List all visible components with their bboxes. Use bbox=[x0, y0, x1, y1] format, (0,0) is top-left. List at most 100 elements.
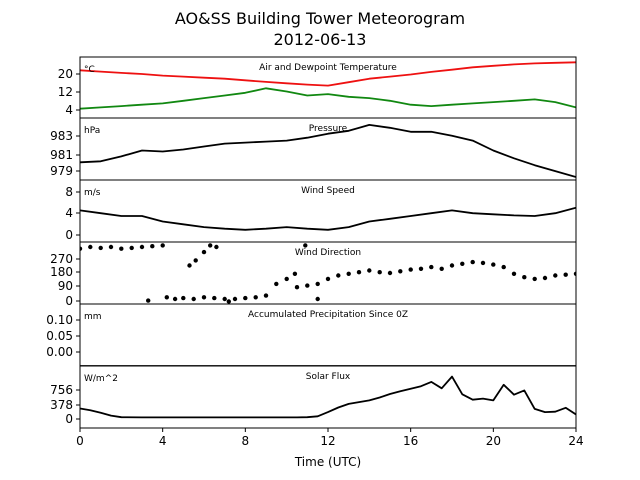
panel-2: 979 981 983 Pressure hPa bbox=[50, 117, 577, 181]
y-tick-label: 983 bbox=[50, 129, 73, 143]
wind-direction-point bbox=[150, 244, 155, 249]
wind-direction-point bbox=[542, 275, 548, 281]
wind-direction-point bbox=[305, 283, 310, 288]
y-tick-label: 0 bbox=[65, 294, 73, 308]
wind-direction-point bbox=[214, 244, 219, 250]
y-tick-label: 979 bbox=[50, 164, 73, 178]
wind-direction-point bbox=[553, 273, 558, 278]
wind-direction-point bbox=[292, 271, 298, 276]
wind-direction-point bbox=[193, 258, 198, 263]
panel-title: Solar Flux bbox=[306, 372, 351, 382]
wind-direction-point bbox=[284, 276, 289, 282]
y-tick-label: 90 bbox=[58, 279, 73, 293]
series-air-line bbox=[80, 61, 576, 87]
wind-direction-point bbox=[160, 243, 165, 248]
panel-title: Air and Dewpoint Temperature bbox=[259, 63, 397, 73]
y-tick-label: 4 bbox=[65, 103, 73, 117]
x-tick-label: 8 bbox=[242, 434, 250, 448]
wind-direction-point bbox=[325, 276, 331, 282]
panel-3: 0 4 8 Wind Speed m/s bbox=[65, 179, 577, 243]
x-axis: 0 4 8 12 16 20 24 bbox=[76, 428, 584, 448]
x-tick-label: 4 bbox=[159, 434, 167, 448]
wind-direction-point bbox=[408, 267, 413, 272]
y-tick-label: 756 bbox=[50, 383, 73, 397]
series-wind_dir bbox=[80, 243, 576, 304]
wind-direction-point bbox=[263, 293, 269, 298]
y-tick-label: 0 bbox=[65, 412, 73, 426]
wind-direction-point bbox=[119, 246, 124, 251]
x-tick-label: 24 bbox=[568, 434, 583, 448]
panel-unit-label: hPa bbox=[84, 126, 100, 136]
wind-direction-point bbox=[522, 275, 527, 280]
panel-title: Wind Speed bbox=[301, 186, 355, 196]
wind-direction-point bbox=[172, 296, 178, 302]
wind-direction-point bbox=[201, 249, 207, 255]
panel-unit-label: m/s bbox=[84, 188, 101, 198]
wind-direction-point bbox=[346, 271, 351, 276]
y-tick-label: 4 bbox=[65, 206, 73, 220]
wind-direction-point bbox=[253, 295, 258, 300]
wind-direction-point bbox=[201, 295, 207, 300]
wind-direction-point bbox=[88, 244, 93, 250]
wind-direction-point bbox=[377, 270, 382, 275]
panel-unit-label: °C bbox=[84, 65, 95, 75]
figure-subtitle-date: 2012-06-13 bbox=[274, 30, 367, 49]
y-tick-label: 0.10 bbox=[46, 313, 73, 327]
wind-direction-point bbox=[356, 270, 362, 275]
wind-direction-point bbox=[181, 295, 186, 301]
y-tick-label: 0 bbox=[65, 228, 73, 242]
wind-direction-point bbox=[460, 261, 465, 266]
series-wind_speed-line bbox=[80, 206, 576, 231]
figure-title: AO&SS Building Tower Meteorogram bbox=[175, 9, 465, 28]
wind-direction-point bbox=[511, 271, 517, 276]
wind-direction-point bbox=[429, 264, 434, 270]
series-pressure-line bbox=[80, 124, 576, 178]
x-tick-label: 20 bbox=[486, 434, 501, 448]
wind-direction-point bbox=[398, 269, 403, 274]
wind-direction-point bbox=[274, 281, 279, 287]
wind-direction-point bbox=[226, 299, 231, 304]
wind-direction-point bbox=[367, 268, 372, 273]
wind-direction-point bbox=[387, 270, 393, 276]
series-dew-line bbox=[80, 87, 576, 110]
wind-direction-point bbox=[418, 266, 424, 271]
wind-direction-point bbox=[80, 246, 83, 251]
wind-direction-point bbox=[98, 245, 103, 251]
y-tick-label: 270 bbox=[50, 252, 73, 266]
wind-direction-point bbox=[491, 262, 496, 267]
panel-title: Accumulated Precipitation Since 0Z bbox=[248, 310, 408, 320]
y-tick-label: 8 bbox=[65, 185, 73, 199]
wind-direction-point bbox=[208, 243, 213, 248]
wind-direction-point bbox=[164, 295, 169, 300]
x-tick-label: 12 bbox=[320, 434, 335, 448]
y-tick-label: 0.00 bbox=[46, 345, 73, 359]
wind-direction-point bbox=[139, 244, 145, 250]
y-tick-label: 0.05 bbox=[46, 329, 73, 343]
panel-1: 4 12 20 Air and Dewpoint Temperature °C bbox=[58, 56, 577, 119]
wind-direction-point bbox=[563, 272, 568, 277]
panel-unit-label: W/m^2 bbox=[84, 374, 118, 384]
wind-direction-point bbox=[191, 296, 196, 302]
wind-direction-point bbox=[573, 271, 576, 276]
wind-direction-point bbox=[315, 281, 320, 287]
wind-direction-point bbox=[146, 298, 151, 303]
wind-direction-point bbox=[439, 266, 444, 271]
wind-direction-point bbox=[243, 295, 248, 301]
panel-5: 0.00 0.05 0.10 Accumulated Precipitation Si… bbox=[46, 303, 577, 367]
wind-direction-point bbox=[232, 296, 238, 302]
panel-unit-label: mm bbox=[84, 312, 102, 322]
wind-direction-point bbox=[222, 296, 227, 302]
y-tick-label: 20 bbox=[58, 67, 73, 81]
series-solar-line bbox=[80, 375, 576, 419]
x-axis-label: Time (UTC) bbox=[294, 455, 361, 469]
x-tick-label: 16 bbox=[403, 434, 418, 448]
wind-direction-point bbox=[212, 295, 217, 301]
wind-direction-point bbox=[315, 296, 320, 302]
wind-direction-point bbox=[303, 243, 308, 248]
y-tick-label: 378 bbox=[50, 398, 73, 412]
wind-direction-point bbox=[480, 260, 486, 266]
panel-title: Wind Direction bbox=[295, 248, 361, 258]
wind-direction-point bbox=[129, 245, 134, 251]
panel-title: Pressure bbox=[309, 124, 348, 134]
